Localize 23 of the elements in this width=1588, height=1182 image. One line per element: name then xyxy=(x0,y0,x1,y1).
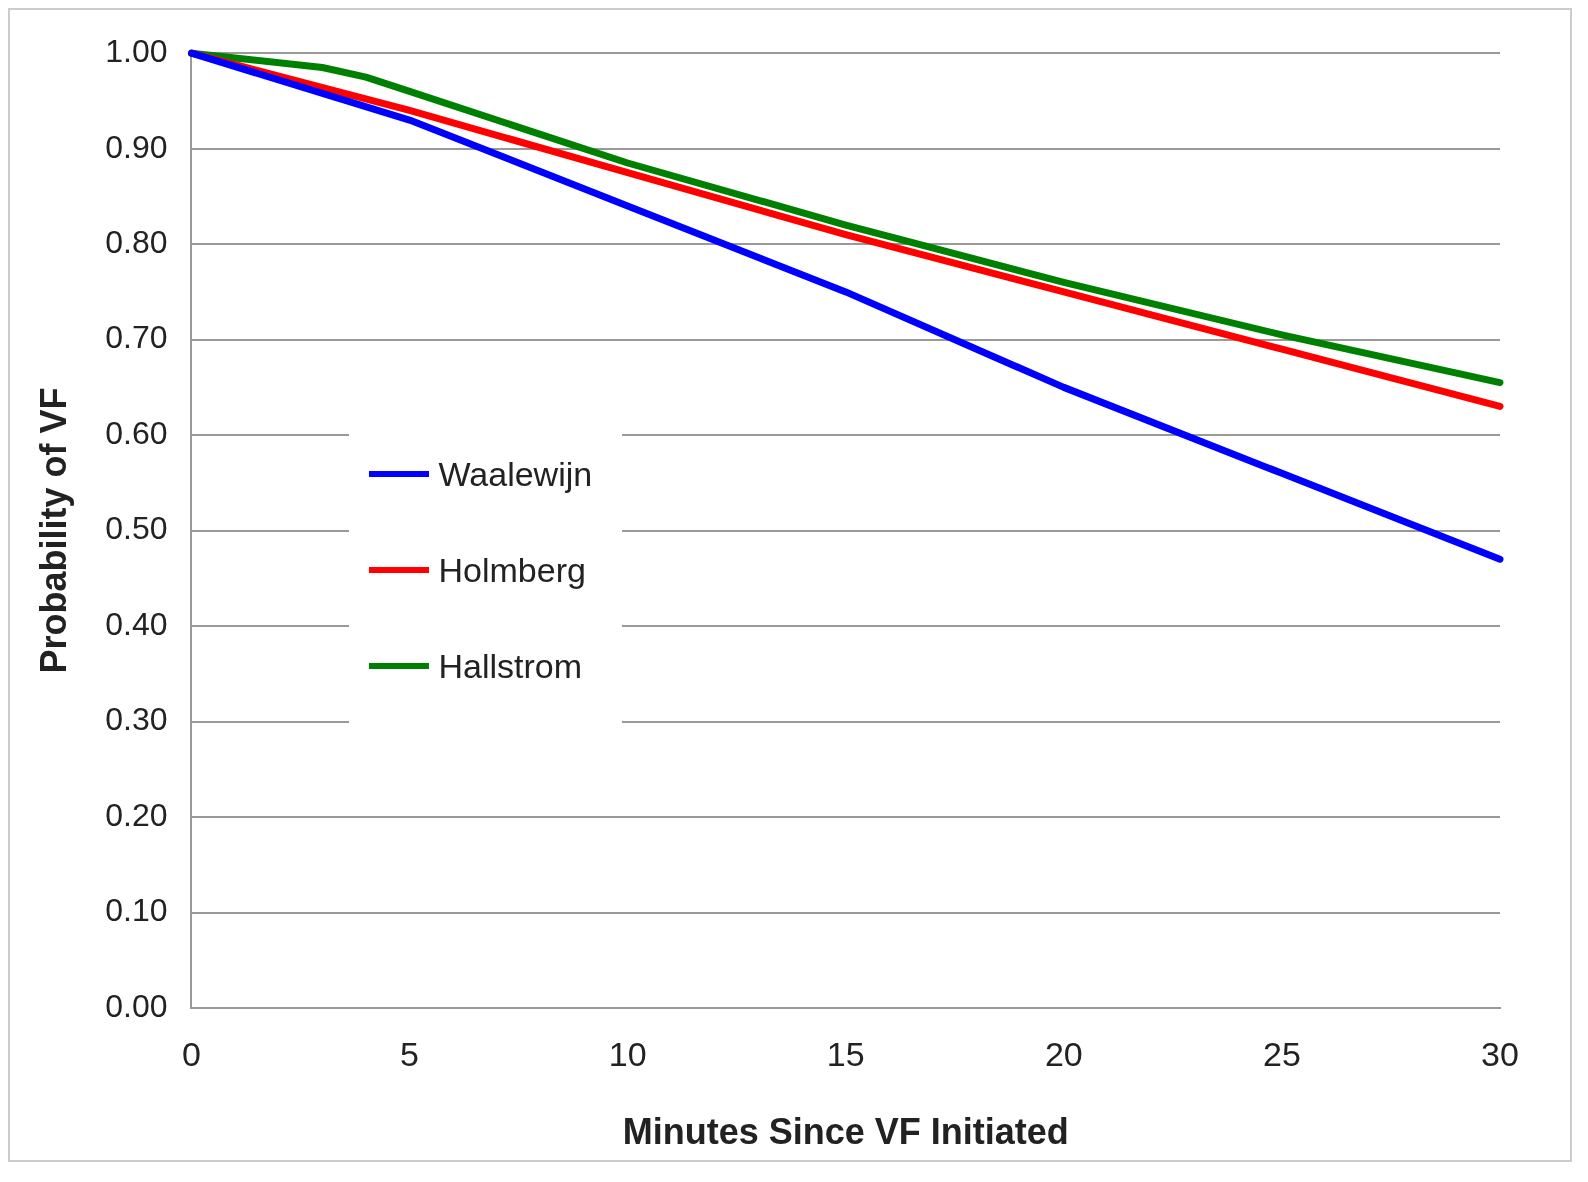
legend-label: Waalewijn xyxy=(438,454,593,494)
x-tick-label: 30 xyxy=(1481,1034,1519,1073)
y-tick-label: 0.50 xyxy=(105,510,168,547)
y-tick-label: 0.20 xyxy=(105,796,168,833)
x-tick-label: 10 xyxy=(608,1034,647,1073)
x-tick-label: 20 xyxy=(1044,1034,1083,1073)
y-axis-title: Probability of VF xyxy=(32,387,74,674)
y-tick-label: 0.60 xyxy=(105,414,168,451)
y-tick-label: 0.70 xyxy=(105,319,168,356)
y-tick-label: 0.00 xyxy=(105,987,168,1024)
y-tick-label: 0.40 xyxy=(105,605,168,642)
y-tick-label: 0.10 xyxy=(105,892,168,929)
y-tick-label: 0.80 xyxy=(105,223,168,260)
y-tick-label: 0.30 xyxy=(105,701,168,738)
legend-label: Holmberg xyxy=(438,550,586,590)
x-tick-label: 0 xyxy=(182,1034,201,1073)
x-tick-label: 15 xyxy=(826,1034,865,1073)
y-tick-label: 0.90 xyxy=(105,128,168,165)
x-tick-label: 5 xyxy=(400,1034,420,1073)
x-axis-title: Minutes Since VF Initiated xyxy=(622,1111,1069,1153)
x-tick-label: 25 xyxy=(1263,1034,1301,1073)
y-tick-label: 1.00 xyxy=(105,33,168,70)
legend-label: Hallstrom xyxy=(438,646,583,686)
